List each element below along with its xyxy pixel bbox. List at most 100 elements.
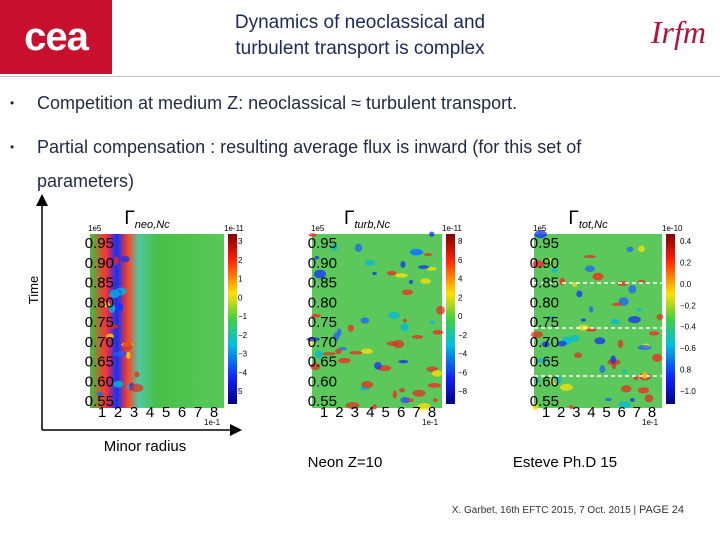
y-tick-label: 0.90	[308, 255, 337, 272]
colorbar-tick-label: 0.2	[680, 258, 692, 267]
heatmap-blob	[427, 383, 442, 388]
axis-label: Time	[26, 276, 41, 304]
colorbar-tick-label: 8	[458, 237, 463, 246]
logo: cea	[0, 0, 112, 74]
heatmap-blob	[638, 245, 646, 253]
x-tick-label: 8	[428, 404, 436, 421]
y-tick-label: 0.65	[85, 354, 114, 371]
heatmap-blob	[545, 315, 556, 319]
heatmap-blob	[618, 401, 631, 409]
colorbar-tick-label: 2	[458, 293, 463, 302]
title-line: turbulent transport is complex	[235, 38, 485, 59]
y-tick-label: 0.85	[308, 275, 337, 292]
colorbar-tick-label: −0.6	[680, 344, 696, 353]
heatmap-blob	[103, 301, 111, 308]
heatmap-blob	[641, 372, 648, 379]
heatmap-blob	[620, 385, 632, 393]
heatmap-blob	[313, 269, 326, 279]
heatmap-blob	[560, 383, 573, 391]
heatmap-blob	[628, 316, 641, 324]
panel-title: Γtot,Nc	[568, 208, 608, 231]
x-tick-label: 7	[412, 404, 420, 421]
heatmap-blob	[637, 345, 652, 351]
heatmap-blob	[573, 352, 583, 359]
heatmap-blob	[108, 304, 116, 313]
bullet: • Partial compensation : resulting averag…	[10, 130, 650, 198]
heatmap-blob	[126, 351, 131, 360]
x-tick-label: 4	[366, 404, 374, 421]
page-number: PAGE 24	[638, 504, 684, 516]
title-symbol: Γ	[344, 208, 354, 229]
x-tick-label: 2	[557, 404, 565, 421]
logo: Irfm	[650, 14, 706, 50]
heatmap-blob	[628, 285, 637, 294]
y-tick-label: 0.65	[308, 354, 337, 371]
heatmap-blob	[349, 350, 363, 355]
heatmap-blob	[635, 307, 642, 312]
heatmap-blob	[106, 333, 114, 339]
colorbar	[228, 234, 237, 404]
axis-scale: 1e-11	[442, 224, 462, 233]
axis-scale: 1e-10	[662, 224, 683, 233]
heatmap-blob	[361, 381, 374, 389]
y-tick-label: 0.80	[308, 294, 337, 311]
heatmap-blob	[322, 352, 336, 356]
footer: X. Garbet, 16th EFTC 2015, 7 Oct. 2015 |…	[452, 504, 684, 516]
heatmap-blob	[534, 230, 547, 239]
heatmap-blob	[386, 341, 399, 346]
heatmap-blob	[576, 290, 583, 298]
heatmap-blob	[622, 369, 627, 374]
heatmap-blob	[411, 335, 424, 339]
y-tick-label: 0.70	[530, 334, 559, 351]
heatmap-blob	[611, 302, 623, 307]
heatmap-blob	[122, 341, 133, 351]
panel-title: Γneo,Nc	[124, 208, 170, 231]
heatmap-blob	[412, 389, 426, 397]
heatmap-blob	[532, 403, 539, 411]
heatmap-blob	[117, 303, 124, 312]
y-tick-label: 0.55	[308, 393, 337, 410]
colorbar-tick-label: −0.4	[680, 323, 696, 332]
colorbar-tick-label: 0	[238, 293, 243, 302]
colorbar-tick-label: −0.2	[680, 301, 696, 310]
heatmap-blob	[572, 281, 577, 288]
heatmap-blob	[431, 370, 443, 377]
y-tick-label: 0.75	[530, 314, 559, 331]
heatmap-blob	[610, 355, 616, 364]
y-tick-label: 0.75	[308, 314, 337, 331]
heatmap-blob	[633, 376, 639, 381]
heatmap-blob	[337, 357, 351, 364]
colorbar-tick-label: −1	[238, 312, 248, 321]
heatmap-blob	[629, 397, 635, 402]
y-tick-label: 0.85	[530, 275, 559, 292]
heatmap-blob	[436, 305, 445, 315]
bullet-text: Partial compensation : resulting average…	[37, 137, 582, 191]
heatmap-blob	[626, 246, 634, 253]
x-tick-label: 6	[178, 404, 186, 421]
y-tick-label: 0.95	[308, 235, 337, 252]
x-tick-label: 1	[320, 404, 328, 421]
heatmap-blob	[610, 318, 621, 325]
x-tick-label: 5	[602, 404, 610, 421]
divider	[0, 76, 720, 77]
x-tick-label: 4	[146, 404, 154, 421]
axis-scale: 1e-11	[224, 224, 244, 233]
x-tick-label: 5	[382, 404, 390, 421]
x-tick-label: 8	[210, 404, 218, 421]
heatmap-blob	[553, 375, 562, 385]
colorbar-tick-label: 0.0	[680, 280, 692, 289]
heatmap-blob	[594, 337, 606, 345]
colorbar-tick-label: 0.4	[680, 237, 692, 246]
heatmap-blob	[360, 317, 370, 324]
colorbar-tick-label: 4	[458, 275, 463, 284]
panel-title: Γturb,Nc	[344, 208, 390, 231]
axis-scale: 1e-1	[204, 418, 221, 427]
heatmap-blob	[333, 332, 340, 341]
heatmap-blob	[408, 279, 413, 285]
colorbar-tick-label: 1	[238, 275, 243, 284]
heatmap-blob	[652, 353, 663, 362]
heatmap-blob	[429, 320, 435, 325]
x-tick-label: 7	[194, 404, 202, 421]
heatmap-blob	[374, 361, 382, 370]
